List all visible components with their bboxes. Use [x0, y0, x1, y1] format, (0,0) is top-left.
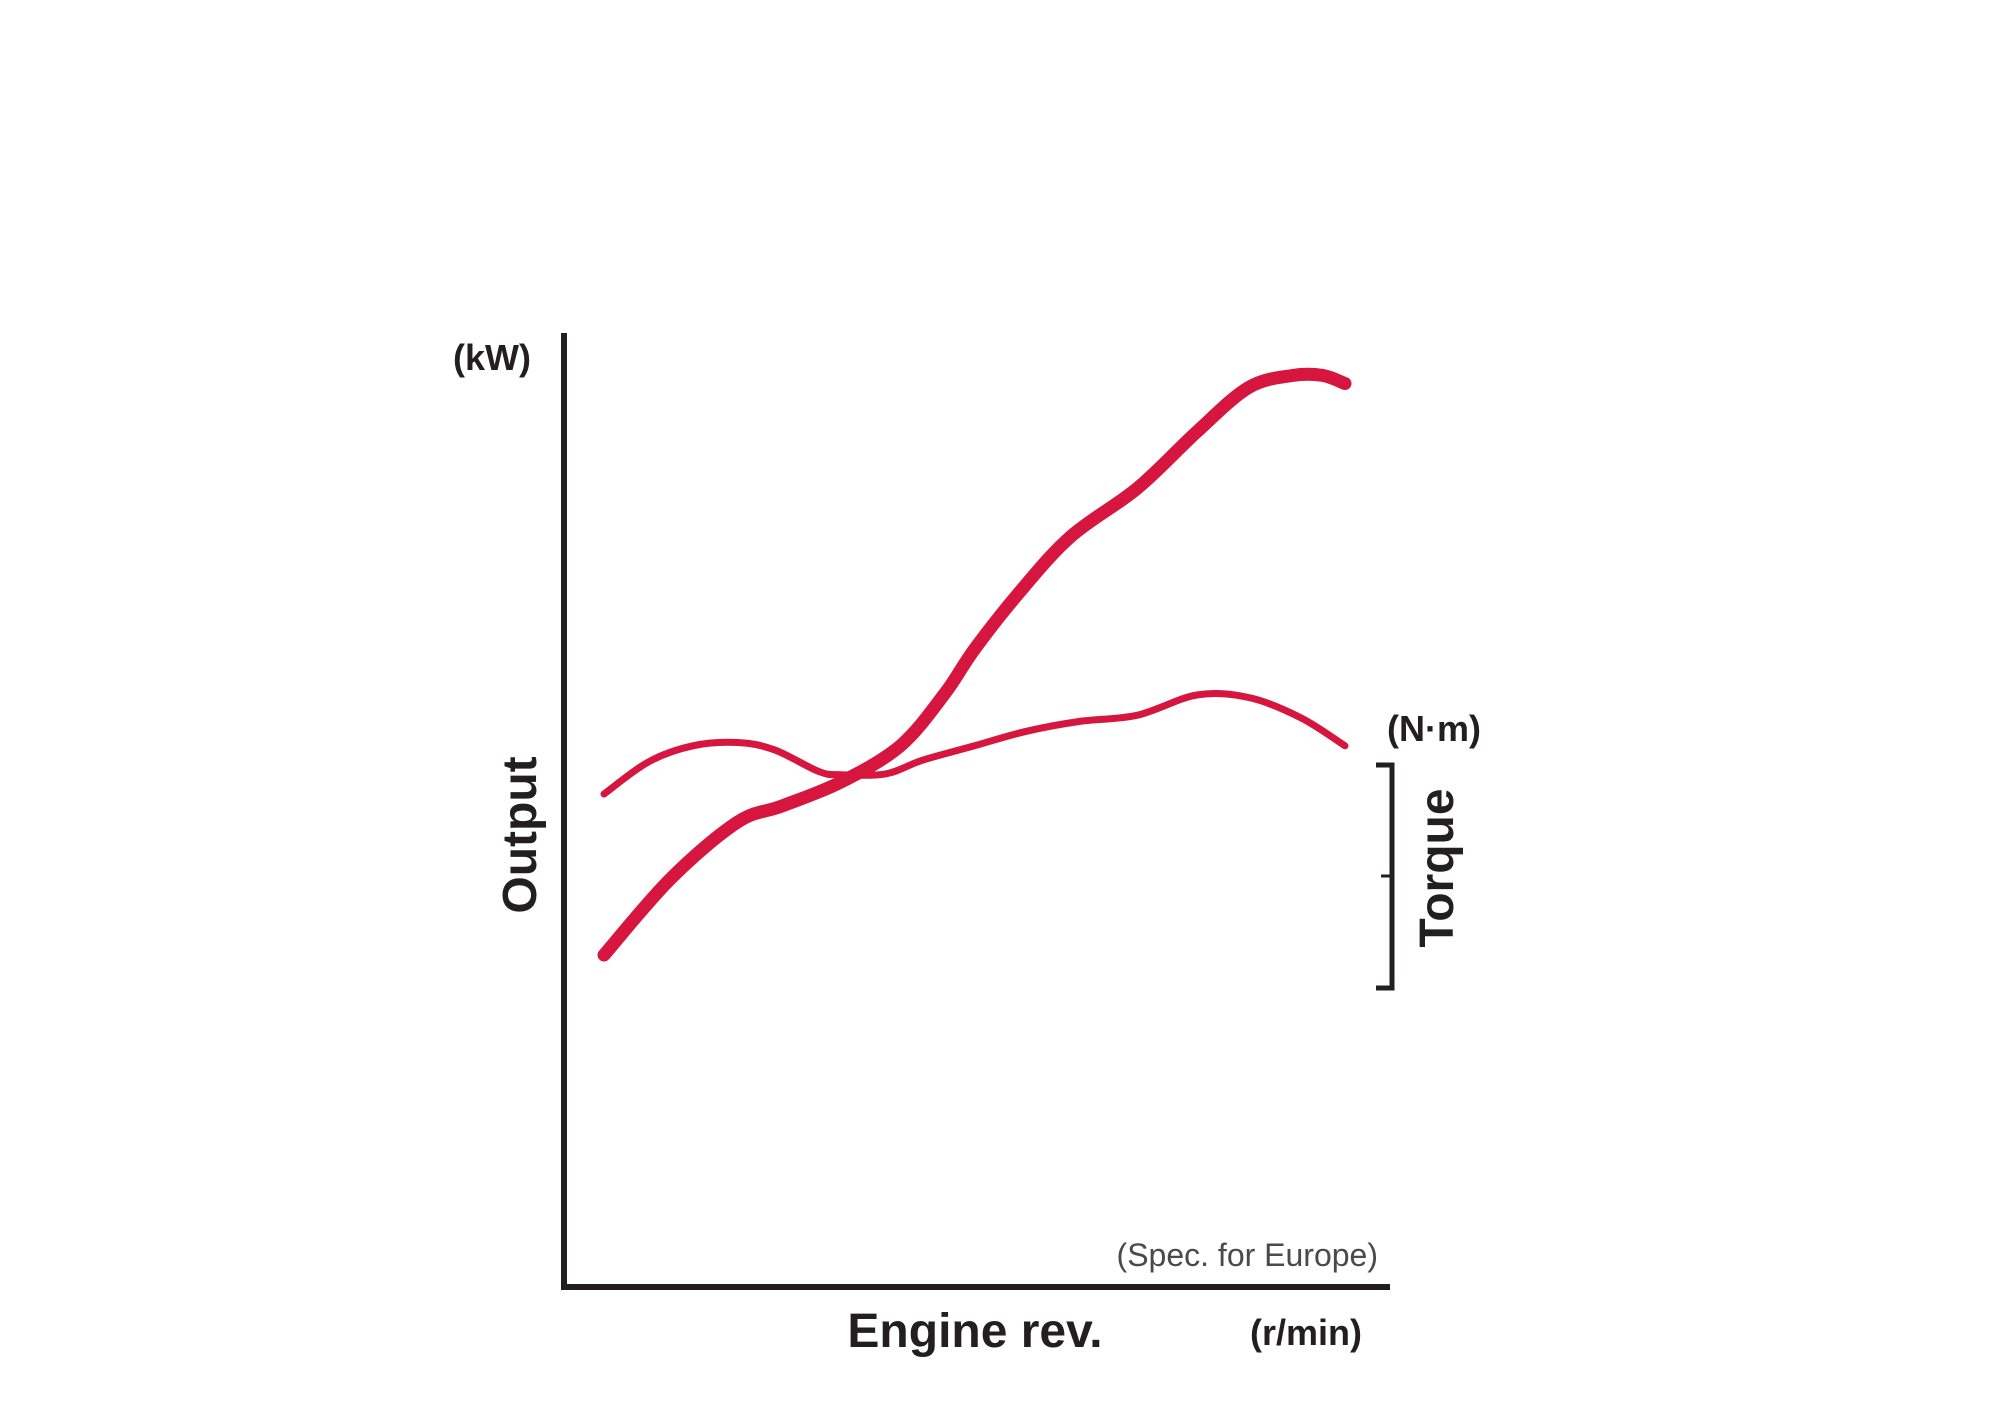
y-axis-unit: (kW): [453, 337, 531, 378]
y-axis-title: Output: [494, 756, 547, 913]
y2-axis-unit: (N·m): [1387, 708, 1481, 749]
torque-curve: [600, 690, 1349, 798]
spec-note: (Spec. for Europe): [1117, 1237, 1378, 1273]
output-curve: [597, 367, 1352, 962]
x-axis-title: Engine rev.: [847, 1305, 1102, 1358]
y2-axis-title: Torque: [1411, 788, 1464, 947]
x-axis-unit: (r/min): [1250, 1312, 1362, 1353]
